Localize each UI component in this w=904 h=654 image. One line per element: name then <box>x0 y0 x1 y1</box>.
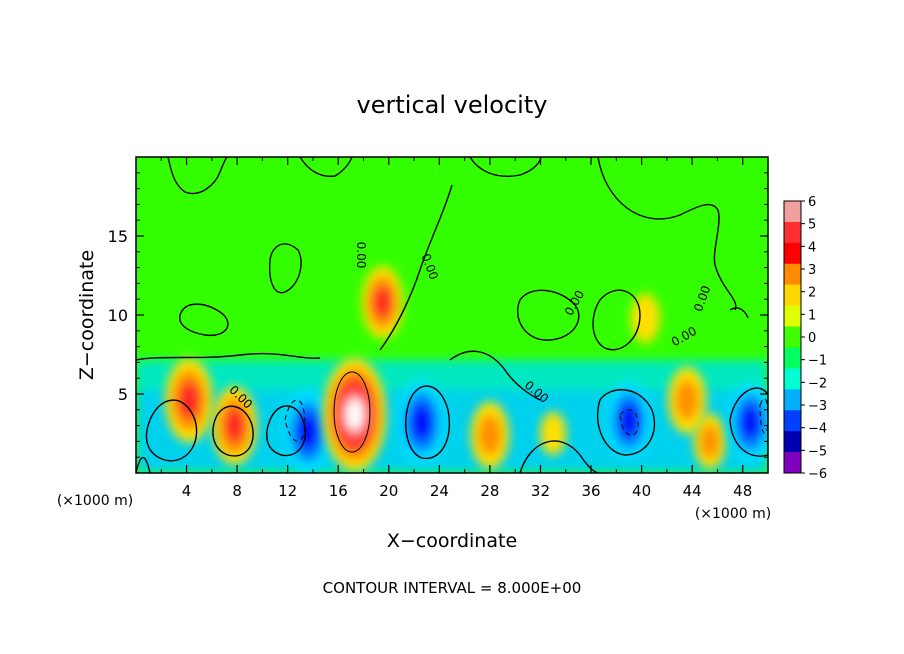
x-tick-label: 20 <box>379 482 398 500</box>
colorbar-swatch <box>784 389 801 411</box>
x-axis-label: X−coordinate <box>387 530 517 552</box>
blob-layer-ring <box>740 405 761 440</box>
colorbar-swatch <box>784 263 801 286</box>
colorbar-label: −3 <box>808 399 827 414</box>
colorbar-label: −1 <box>808 354 827 369</box>
field-blob <box>165 358 214 443</box>
colorbar-swatch <box>784 347 801 369</box>
y-unit-label: (×1000 m) <box>57 493 133 509</box>
x-tick-label: 28 <box>480 482 499 500</box>
colorbar-swatch <box>784 221 801 244</box>
x-tick-label: 36 <box>581 482 600 500</box>
colorbar-label: 5 <box>808 218 816 233</box>
blob-layer-ring <box>297 413 319 451</box>
colorbar-swatch <box>784 431 801 453</box>
field-blob <box>727 383 768 462</box>
blob-layer-ring <box>345 398 364 431</box>
x-tick-label: 40 <box>632 482 651 500</box>
contour-interval-note: CONTOUR INTERVAL = 8.000E+00 <box>323 579 582 597</box>
chart-title: vertical velocity <box>357 91 548 119</box>
colorbar-label: −4 <box>808 422 827 437</box>
blob-layer-ring <box>619 403 639 439</box>
x-tick-label: 8 <box>232 482 242 500</box>
colorbar-label: −5 <box>808 444 827 459</box>
field-blob <box>361 266 404 339</box>
y-tick-label: 10 <box>108 306 128 325</box>
blob-layer-ring <box>675 379 699 421</box>
colorbar: 6 5 4 3 2 1 0 −1 −2 −3 −4 −5 −6 <box>783 195 827 482</box>
colorbar-swatch <box>784 410 801 432</box>
dashed-contours <box>284 398 768 442</box>
x-tick-label: 44 <box>683 482 702 500</box>
field-blob <box>397 380 446 465</box>
colorbar-label: −2 <box>808 376 827 391</box>
field-blob <box>212 386 257 465</box>
x-tick-label: 12 <box>278 482 297 500</box>
colorbar-swatch <box>784 326 801 348</box>
colorbar-label: 2 <box>808 286 816 301</box>
x-tick-label: 4 <box>182 482 192 500</box>
field-blob <box>606 381 652 461</box>
x-tick-label: 16 <box>329 482 348 500</box>
contour-value-label: 0.00 <box>354 242 368 269</box>
y-tick-label: 15 <box>108 227 128 246</box>
y-tick-label: 5 <box>118 385 128 404</box>
colorbar-swatch <box>784 368 801 390</box>
x-tick-label: 32 <box>531 482 550 500</box>
blob-layer-ring <box>224 408 245 444</box>
x-axis: 4 8 12 16 20 24 28 32 36 40 44 48 <box>160 157 752 500</box>
blob-layer-ring <box>178 381 200 420</box>
contour-lines <box>136 157 768 473</box>
field-blob <box>540 411 567 456</box>
blob-layer-ring <box>540 411 567 456</box>
blob-layer-ring <box>373 286 392 319</box>
x-unit-label: (×1000 m) <box>695 506 771 522</box>
colorbar-swatch <box>784 305 801 328</box>
colorbar-label: −6 <box>808 467 827 482</box>
blob-layer-ring <box>478 414 502 456</box>
colorbar-label: 6 <box>808 195 816 210</box>
x-tick-label: 48 <box>733 482 752 500</box>
colorbar-swatch <box>784 201 801 223</box>
colorbar-label: 3 <box>808 263 816 278</box>
colorbar-label: 0 <box>808 331 816 346</box>
colorbar-swatch <box>784 452 801 474</box>
field-blob <box>693 413 727 469</box>
colorbar-swatch <box>784 242 801 265</box>
colorbar-label: 4 <box>808 240 816 255</box>
plot-area <box>136 157 768 473</box>
y-axis-label: Z−coordinate <box>76 250 98 380</box>
colorbar-label: 1 <box>808 308 816 323</box>
x-tick-label: 24 <box>430 482 449 500</box>
blob-layer-ring <box>699 424 720 459</box>
field-blob <box>322 357 387 472</box>
solid-core-contours <box>333 371 371 453</box>
blob-layer-ring <box>411 403 433 442</box>
field-blob <box>470 401 510 469</box>
field-blob <box>667 366 707 434</box>
colorbar-swatch <box>784 284 801 307</box>
y-axis: 5 10 15 <box>108 172 768 458</box>
